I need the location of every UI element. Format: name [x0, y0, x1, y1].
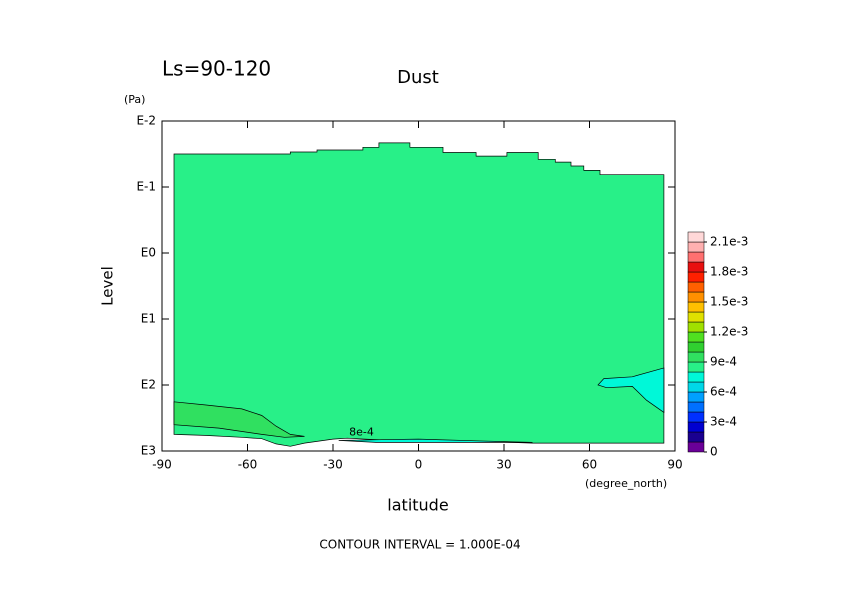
colorbar-swatch	[687, 261, 705, 273]
x-tick-label: -90	[152, 458, 172, 472]
colorbar-swatch	[687, 401, 705, 413]
colorbar-swatch	[687, 441, 705, 453]
colorbar-swatch	[687, 231, 705, 243]
y-tick-label: E1	[141, 312, 156, 326]
subtitle: Ls=90-120	[162, 57, 271, 81]
contour-region	[597, 367, 665, 414]
colorbar-swatch	[687, 271, 705, 283]
colorbar-swatch	[687, 421, 705, 433]
colorbar-label: 3e-4	[710, 415, 737, 429]
x-tick-label: 30	[496, 458, 511, 472]
plot-area	[173, 142, 665, 447]
colorbar-swatch	[687, 251, 705, 263]
colorbar-swatch	[687, 341, 705, 353]
y-axis-label: Level	[99, 266, 117, 306]
contour-region	[173, 401, 305, 438]
colorbar-label: 1.8e-3	[710, 265, 748, 279]
colorbar-swatch	[687, 381, 705, 393]
colorbar-swatch	[687, 311, 705, 323]
colorbar-label: 1.2e-3	[710, 325, 748, 339]
colorbar-label: 0	[710, 445, 718, 459]
x-tick-label: 0	[415, 458, 423, 472]
colorbar-label: 2.1e-3	[710, 235, 748, 249]
colorbar-swatch	[687, 321, 705, 333]
contour-label: 8e-4	[349, 425, 374, 438]
colorbar-swatch	[687, 301, 705, 313]
x-unit: (degree_north)	[585, 477, 667, 490]
x-tick-label: 60	[582, 458, 597, 472]
contour-region	[173, 142, 665, 447]
y-tick-label: E3	[141, 444, 156, 458]
colorbar-swatch	[687, 351, 705, 363]
x-tick-label: -30	[323, 458, 343, 472]
y-tick-label: E0	[141, 246, 156, 260]
colorbar-swatch	[687, 361, 705, 373]
y-tick-label: E-2	[136, 114, 156, 128]
chart-title: Dust	[397, 67, 439, 88]
y-unit: (Pa)	[124, 93, 145, 106]
footer: CONTOUR INTERVAL = 1.000E-04	[319, 538, 520, 552]
colorbar-swatch	[687, 241, 705, 253]
colorbar-swatch	[687, 291, 705, 303]
contour-region	[338, 438, 533, 443]
colorbar-swatch	[687, 281, 705, 293]
x-tick-label: 90	[667, 458, 682, 472]
colorbar-label: 6e-4	[710, 385, 737, 399]
colorbar-swatch	[687, 411, 705, 423]
colorbar-label: 9e-4	[710, 355, 737, 369]
y-tick-label: E-1	[136, 180, 156, 194]
x-axis-label: latitude	[387, 496, 448, 515]
y-tick-label: E2	[141, 378, 156, 392]
colorbar-swatch	[687, 391, 705, 403]
colorbar-label: 1.5e-3	[710, 295, 748, 309]
colorbar-swatch	[687, 331, 705, 343]
x-tick-label: -60	[238, 458, 258, 472]
colorbar-swatch	[687, 371, 705, 383]
colorbar-swatch	[687, 431, 705, 443]
